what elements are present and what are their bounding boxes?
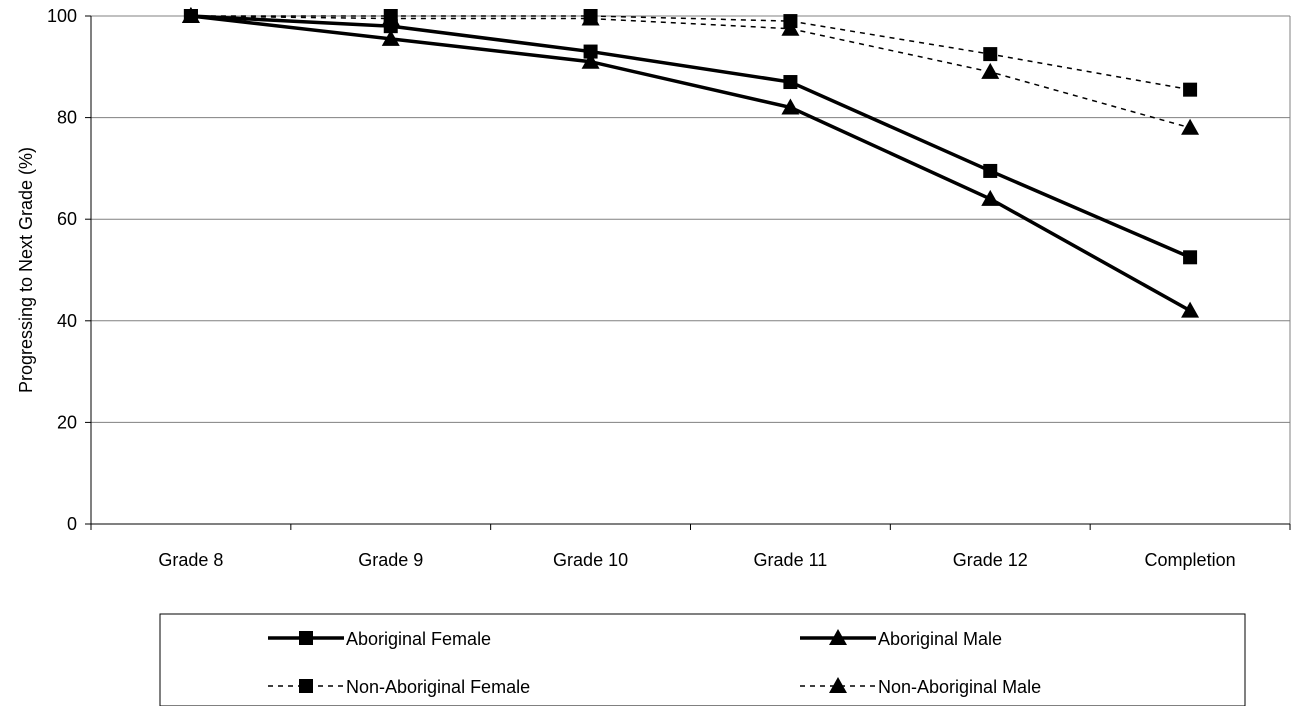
legend-item: Non-Aboriginal Male	[800, 677, 1041, 697]
series-lines	[181, 7, 1200, 318]
legend-label: Non-Aboriginal Male	[878, 677, 1041, 697]
legend-swatch-marker	[829, 677, 847, 693]
data-point	[1181, 301, 1200, 318]
legend-item: Aboriginal Male	[800, 629, 1002, 649]
tick-labels: 0 20 40 60 80 100 Grade 8 Grade 9 Grade 10 Grade …	[47, 6, 1236, 570]
series-non-aboriginal-male	[181, 7, 1200, 135]
gridlines	[91, 15, 1291, 524]
data-point	[783, 75, 798, 90]
data-point	[581, 9, 600, 26]
y-tick-label: 100	[47, 6, 77, 26]
legend: Aboriginal Female Aboriginal Male Non-Abor…	[159, 613, 1246, 706]
series-line	[190, 15, 1191, 91]
data-point	[1183, 82, 1198, 97]
x-tick-label: Grade 12	[953, 550, 1028, 570]
x-tick-label: Grade 8	[158, 550, 223, 570]
data-point	[781, 19, 800, 36]
data-point	[983, 163, 998, 178]
y-tick-label: 0	[67, 514, 77, 534]
legend-item: Non-Aboriginal Female	[268, 677, 530, 697]
x-tick-label: Grade 10	[553, 550, 628, 570]
y-axis-title: Progressing to Next Grade (%)	[16, 147, 36, 393]
data-point	[581, 52, 600, 69]
legend-swatch-marker	[299, 679, 313, 693]
legend-box	[159, 613, 1246, 706]
series-aboriginal-male	[181, 7, 1200, 318]
data-point	[383, 19, 398, 34]
y-tick-label: 20	[57, 412, 77, 432]
legend-swatch-marker	[829, 629, 847, 645]
legend-swatch-marker	[299, 631, 313, 645]
legend-label: Aboriginal Male	[878, 629, 1002, 649]
x-tick-label: Completion	[1145, 550, 1236, 570]
data-point	[181, 7, 200, 23]
data-point	[981, 189, 1000, 206]
data-point	[1181, 118, 1200, 135]
axes	[85, 15, 1291, 530]
data-point	[981, 62, 1000, 79]
series-line	[190, 14, 1191, 313]
legend-label: Aboriginal Female	[346, 629, 491, 649]
legend-item: Aboriginal Female	[268, 629, 491, 649]
data-point	[1183, 250, 1198, 265]
data-point	[381, 29, 400, 46]
series-aboriginal-female	[183, 9, 1198, 265]
y-tick-label: 80	[57, 108, 77, 128]
data-point	[781, 98, 800, 115]
legend-label: Non-Aboriginal Female	[346, 677, 530, 697]
series-line	[190, 14, 1191, 259]
x-tick-label: Grade 9	[358, 550, 423, 570]
y-tick-label: 40	[57, 311, 77, 331]
x-tick-label: Grade 11	[754, 550, 828, 570]
y-tick-label: 60	[57, 209, 77, 229]
data-point	[583, 44, 598, 59]
data-point	[983, 47, 998, 62]
